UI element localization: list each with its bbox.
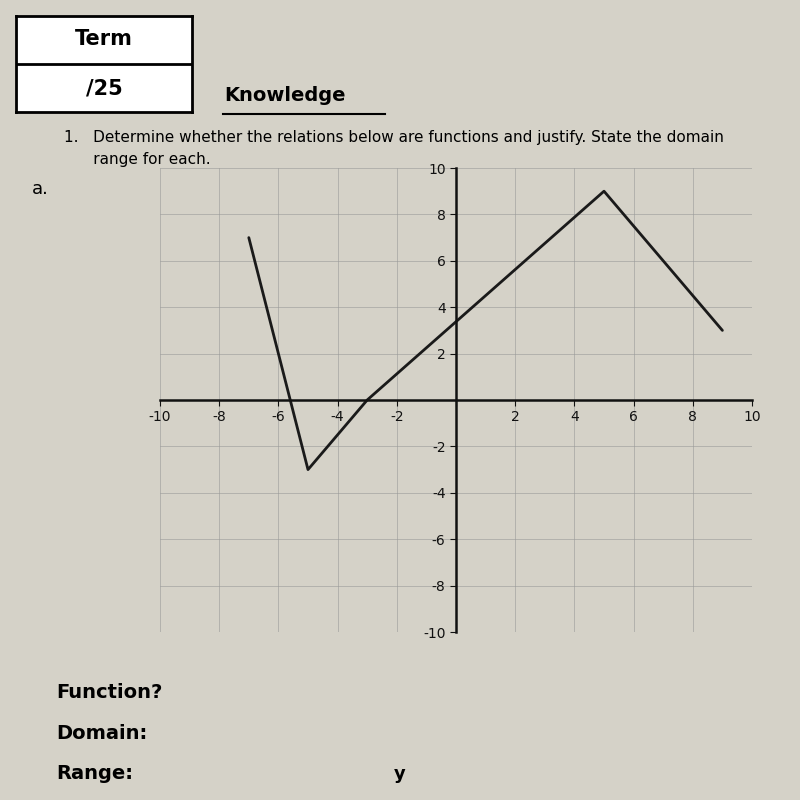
Text: Function?: Function? bbox=[56, 682, 162, 702]
Text: Knowledge: Knowledge bbox=[225, 86, 346, 105]
Text: range for each.: range for each. bbox=[64, 152, 210, 167]
Text: Domain:: Domain: bbox=[56, 724, 147, 743]
Text: Term: Term bbox=[75, 29, 133, 49]
Text: Range:: Range: bbox=[56, 764, 133, 783]
Text: a.: a. bbox=[32, 180, 49, 198]
Text: y: y bbox=[394, 765, 406, 782]
Text: 1.   Determine whether the relations below are functions and justify. State the : 1. Determine whether the relations below… bbox=[64, 130, 724, 145]
Text: /25: /25 bbox=[86, 78, 122, 98]
